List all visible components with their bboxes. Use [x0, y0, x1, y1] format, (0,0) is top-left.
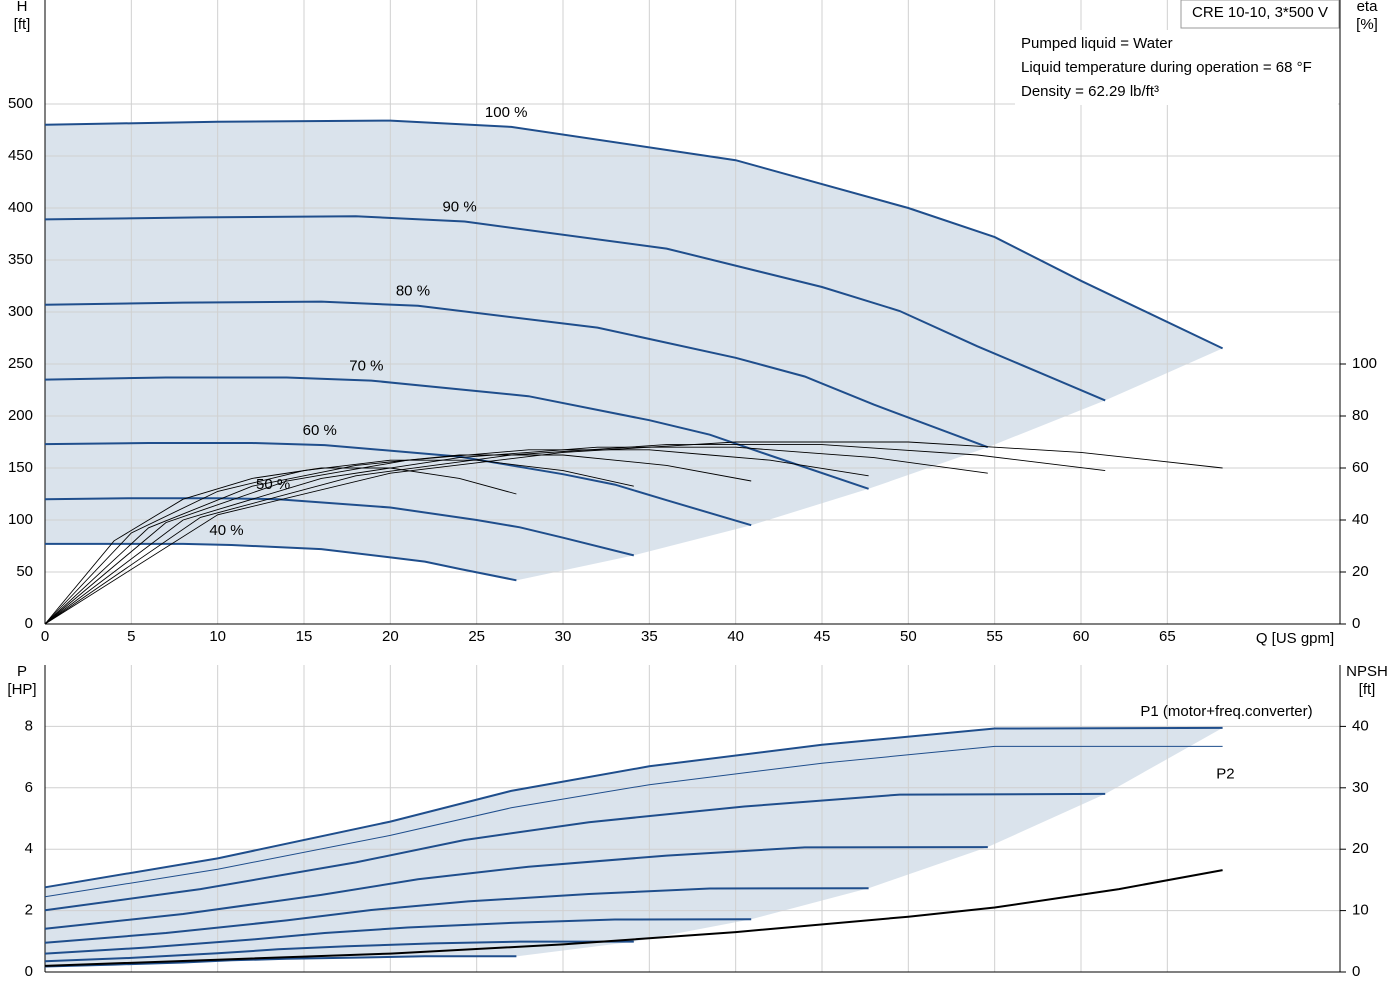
efficiency-curve [44, 459, 634, 625]
head-curve [45, 542, 517, 582]
y-tick-label: 200 [8, 407, 33, 424]
x-tick-label: 30 [555, 628, 572, 645]
y-tick-label: 150 [8, 459, 33, 476]
npsh-curve [44, 869, 1223, 967]
y2-tick-label: 80 [1352, 407, 1369, 424]
annotation-box [1015, 30, 1338, 105]
y2-axis-label: eta [1357, 0, 1379, 15]
y-tick-label: 500 [8, 95, 33, 112]
y2-tick-label: 20 [1352, 563, 1369, 580]
efficiency-curve [44, 444, 1106, 625]
curve-label: 90 % [442, 198, 476, 215]
y-tick-label: 400 [8, 199, 33, 216]
y-tick-label: 50 [16, 563, 33, 580]
x-tick-label: 0 [41, 628, 49, 645]
power-curve [44, 846, 988, 930]
x-tick-label: 45 [814, 628, 831, 645]
model-label: CRE 10-10, 3*500 V [1192, 4, 1328, 21]
x-tick-label: 40 [727, 628, 744, 645]
y-axis-label: P [17, 663, 27, 680]
power-curve [44, 745, 1223, 898]
y-tick-label: 6 [25, 779, 33, 796]
y2-tick-label: 30 [1352, 779, 1369, 796]
y2-axis-label: [ft] [1359, 681, 1376, 698]
curve-label: 100 % [485, 104, 528, 121]
y2-tick-label: 40 [1352, 717, 1369, 734]
efficiency-curve [44, 441, 1223, 625]
x-tick-label: 15 [296, 628, 313, 645]
y-tick-label: 2 [25, 902, 33, 919]
x-axis-label: Q [US gpm] [1256, 630, 1334, 647]
y-axis-label: [ft] [14, 16, 31, 33]
x-tick-label: 65 [1159, 628, 1176, 645]
head-curve [44, 119, 1224, 350]
y2-tick-label: 100 [1352, 355, 1377, 372]
head-curve [44, 215, 1106, 402]
annotation: Density = 62.29 lb/ft³ [1021, 83, 1159, 100]
head-curve [44, 442, 752, 527]
y-axis-label: [HP] [7, 681, 36, 698]
head-curve [44, 497, 635, 557]
y-tick-label: 250 [8, 355, 33, 372]
curve-label: 70 % [349, 358, 383, 375]
efficiency-curve [44, 454, 752, 625]
x-tick-label: 55 [986, 628, 1003, 645]
y-tick-label: 450 [8, 147, 33, 164]
head-curve [44, 300, 989, 449]
power-curve [44, 887, 869, 944]
curve-label: 80 % [396, 283, 430, 300]
y-axis-label: H [17, 0, 28, 15]
curve-label: 40 % [209, 522, 243, 539]
y2-axis-label: NPSH [1346, 663, 1388, 680]
curve-label: P2 [1216, 765, 1234, 782]
y-tick-label: 8 [25, 717, 33, 734]
efficiency-curve [44, 446, 988, 625]
x-tick-label: 5 [127, 628, 135, 645]
y2-tick-label: 0 [1352, 963, 1360, 980]
y-tick-label: 350 [8, 251, 33, 268]
power-curve [44, 940, 634, 963]
y-tick-label: 0 [25, 963, 33, 980]
x-tick-label: 25 [468, 628, 485, 645]
curve-label: 60 % [303, 422, 337, 439]
efficiency-curve [44, 449, 869, 625]
y-tick-label: 0 [25, 615, 33, 632]
x-tick-label: 20 [382, 628, 399, 645]
y-tick-label: 4 [25, 840, 33, 857]
x-tick-label: 60 [1073, 628, 1090, 645]
annotation: Liquid temperature during operation = 68… [1021, 59, 1312, 76]
y2-tick-label: 20 [1352, 840, 1369, 857]
operating-area [45, 727, 1223, 967]
x-tick-label: 10 [209, 628, 226, 645]
power-curve [44, 918, 752, 955]
x-tick-label: 35 [641, 628, 658, 645]
y2-tick-label: 0 [1352, 615, 1360, 632]
power-curve [44, 792, 1106, 912]
y-tick-label: 100 [8, 511, 33, 528]
y-tick-label: 300 [8, 303, 33, 320]
x-tick-label: 50 [900, 628, 917, 645]
efficiency-curve [44, 467, 517, 625]
annotation: Pumped liquid = Water [1021, 35, 1173, 52]
y2-tick-label: 60 [1352, 459, 1369, 476]
power-curve [44, 955, 517, 968]
y2-tick-label: 10 [1352, 902, 1369, 919]
y2-axis-label: [%] [1356, 16, 1378, 33]
y2-tick-label: 40 [1352, 511, 1369, 528]
power-curve [44, 726, 1223, 889]
curve-label: P1 (motor+freq.converter) [1140, 703, 1312, 720]
model-box [1180, 0, 1340, 29]
